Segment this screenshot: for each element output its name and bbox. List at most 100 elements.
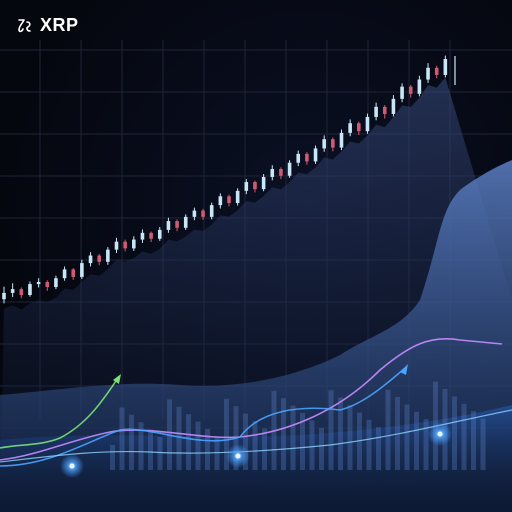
candle-body (417, 79, 422, 94)
candlestick-series (2, 55, 456, 304)
candle-body (2, 292, 6, 300)
candle-body (88, 255, 93, 264)
green-indicator-line (0, 377, 119, 449)
volume-bar (452, 396, 457, 470)
candle-body (62, 269, 67, 279)
volume-bar (224, 398, 229, 470)
candle-body (80, 263, 84, 277)
volume-bar (385, 389, 391, 470)
candle-body (54, 278, 58, 288)
volume-bar (243, 413, 248, 470)
candle-body (339, 132, 344, 148)
candle-body (348, 123, 352, 133)
blue-arrow-head (400, 364, 408, 375)
candle-body (106, 249, 110, 262)
volume-bar (300, 413, 305, 470)
foreground-area (0, 160, 512, 512)
candle-body (19, 289, 24, 295)
glow-point-core (437, 431, 443, 437)
volume-bar (338, 397, 343, 470)
candle-body (183, 216, 188, 228)
candle-body (322, 139, 326, 149)
candle-body (287, 162, 292, 176)
candle-body (166, 221, 171, 230)
brand-header: XRP (16, 13, 79, 37)
candle-body (443, 58, 448, 75)
candle-body (114, 241, 119, 250)
candle-body (175, 221, 179, 228)
base-glow-shape (0, 405, 512, 512)
candle-body (279, 169, 283, 176)
volume-bar (252, 421, 258, 470)
candle-body (365, 116, 370, 132)
volume-bar (290, 405, 296, 470)
volume-bar (195, 421, 201, 470)
volume-bar (376, 427, 381, 470)
candle-body (227, 196, 231, 204)
candle-body (71, 269, 76, 277)
candle-body (261, 176, 266, 190)
volume-bar (205, 429, 210, 470)
volume-bar (157, 437, 163, 470)
candle-body (28, 284, 32, 295)
volume-bar (347, 405, 353, 470)
foreground-area-shape (0, 160, 512, 512)
glow-point-core (69, 463, 75, 469)
volume-bar (480, 418, 486, 470)
candle-body (253, 182, 257, 190)
volume-bar (129, 414, 134, 470)
green-arrow-head (113, 374, 121, 384)
volume-bar (309, 420, 315, 470)
candle-body (408, 86, 413, 94)
candle-body (192, 210, 197, 217)
candle-body (244, 182, 249, 191)
candle-body (10, 289, 15, 293)
volume-bar (328, 390, 334, 470)
xrp-logo-icon (18, 19, 31, 33)
volume-bar (471, 411, 476, 470)
candle-body (391, 98, 396, 114)
volume-bar (176, 406, 182, 470)
candle-body (426, 67, 430, 80)
volume-bar (319, 427, 324, 470)
candle-body (235, 190, 240, 204)
candle-body (132, 239, 136, 249)
candle-body (357, 123, 361, 132)
ticker-label: XRP (40, 14, 79, 35)
candle-body (209, 205, 214, 217)
volume-bar (119, 407, 125, 470)
volume-bar (414, 411, 419, 470)
volume-bar (262, 428, 267, 470)
candle-body (123, 241, 127, 249)
candle-body (97, 255, 101, 262)
volume-bar (148, 429, 153, 470)
volume-bar (138, 422, 144, 470)
candle-body (201, 210, 205, 217)
volume-bar (423, 419, 429, 470)
candle-body (305, 153, 309, 162)
candle-body (374, 106, 378, 117)
candle-body (434, 67, 439, 75)
volume-bar (110, 445, 115, 470)
candle-body (382, 106, 387, 114)
volume-bar (366, 419, 372, 470)
candle-body (36, 281, 41, 285)
volume-bar (461, 403, 467, 470)
candle-body (331, 139, 335, 148)
blue-indicator-line (0, 367, 406, 467)
candle-body (218, 196, 223, 206)
candle-body (149, 232, 153, 239)
candle-body (270, 169, 275, 177)
candle-body (157, 229, 162, 239)
candle-body (313, 148, 318, 162)
volume-bar (404, 404, 410, 470)
glow-points (60, 422, 452, 478)
glow-point-core (235, 453, 241, 459)
candle-body (140, 232, 145, 240)
candle-body (45, 281, 50, 288)
candle-body (400, 86, 404, 99)
candle-body (296, 153, 301, 163)
volume-bar (281, 398, 286, 470)
